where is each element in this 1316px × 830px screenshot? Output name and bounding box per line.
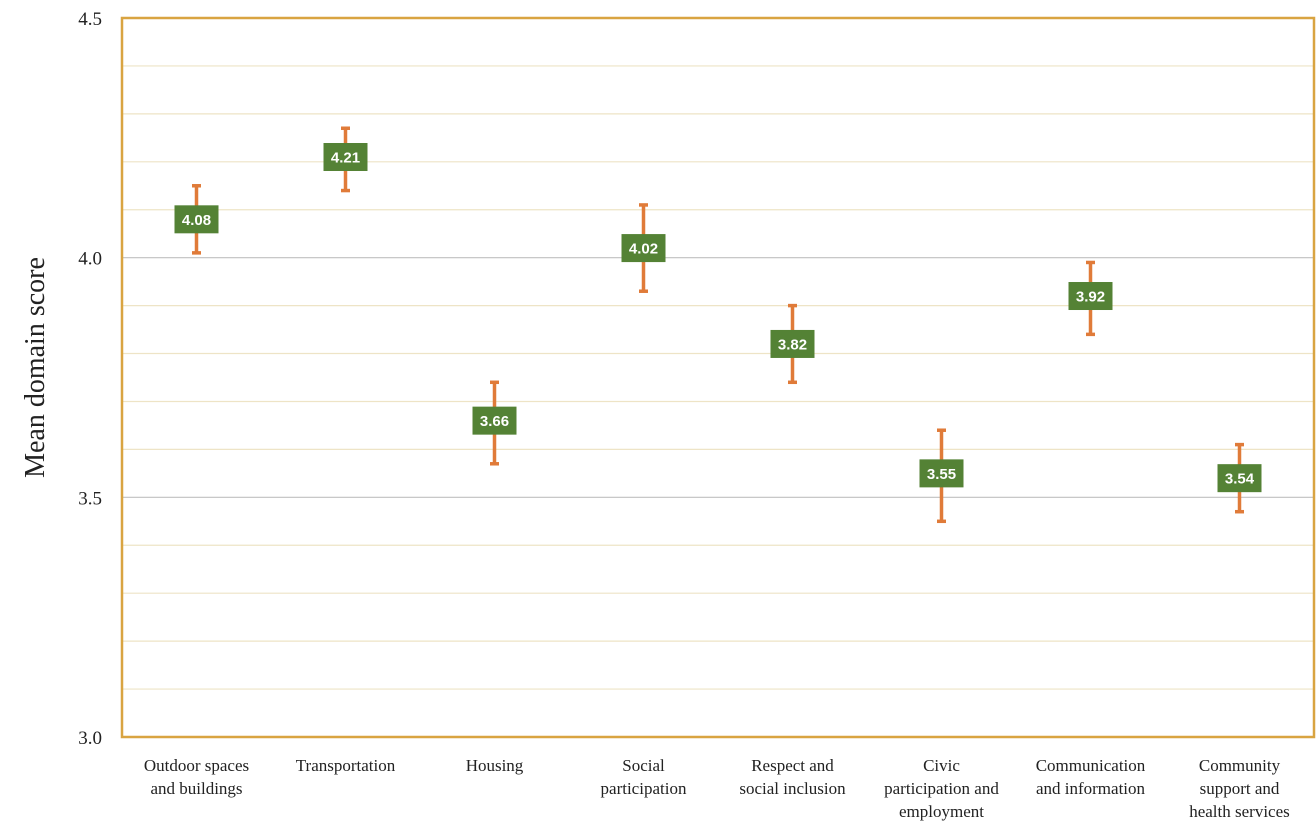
- data-point: 4.08: [174, 205, 219, 234]
- y-tick-label: 4.0: [78, 249, 102, 270]
- data-label: 3.82: [778, 336, 807, 353]
- data-marker: [770, 329, 815, 358]
- data-markers: 4.08 4.21 3.66 4.02 3.82 3.55 3.92 3.54: [174, 143, 1262, 493]
- y-axis-ticks: 3.0 3.5 4.0 4.5: [78, 9, 102, 749]
- data-label: 3.54: [1225, 471, 1255, 488]
- data-label: 4.02: [629, 241, 658, 258]
- y-tick-label: 4.5: [78, 9, 102, 30]
- x-category-label: Community support and health services: [1189, 756, 1290, 821]
- gridlines: [122, 65, 1314, 690]
- data-point: 4.21: [323, 143, 368, 172]
- data-marker: [1068, 282, 1113, 311]
- data-label: 4.08: [182, 212, 211, 229]
- data-label: 3.92: [1076, 289, 1105, 306]
- data-point: 3.82: [770, 329, 815, 358]
- data-point: 3.66: [472, 406, 517, 435]
- data-marker: [174, 205, 219, 234]
- x-category-label: Civic participation and employment: [884, 756, 999, 821]
- data-point: 3.55: [919, 459, 964, 488]
- x-axis-labels: Outdoor spaces and buildings Transportatio…: [144, 756, 1290, 821]
- y-tick-label: 3.0: [78, 728, 102, 749]
- plot-frame: [120, 16, 1316, 739]
- x-category-label: Social participation: [601, 756, 687, 798]
- data-label: 3.66: [480, 413, 509, 430]
- y-axis-label: Mean domain score: [20, 257, 51, 478]
- x-category-label: Communication and information: [1036, 756, 1146, 798]
- data-point: 3.92: [1068, 282, 1113, 311]
- data-marker: [1217, 464, 1262, 493]
- data-point: 4.02: [621, 234, 666, 263]
- data-marker: [621, 234, 666, 263]
- data-label: 4.21: [331, 150, 360, 167]
- error-bars: [192, 126, 1244, 524]
- x-category-label: Respect and social inclusion: [739, 756, 846, 798]
- data-point: 3.54: [1217, 464, 1262, 493]
- y-tick-label: 3.5: [78, 488, 102, 509]
- x-category-label: Transportation: [296, 756, 396, 775]
- x-category-label: Housing: [466, 756, 524, 775]
- x-category-label: Outdoor spaces and buildings: [144, 756, 249, 798]
- data-marker: [919, 459, 964, 488]
- data-label: 3.55: [927, 466, 956, 483]
- data-marker: [472, 406, 517, 435]
- data-marker: [323, 143, 368, 172]
